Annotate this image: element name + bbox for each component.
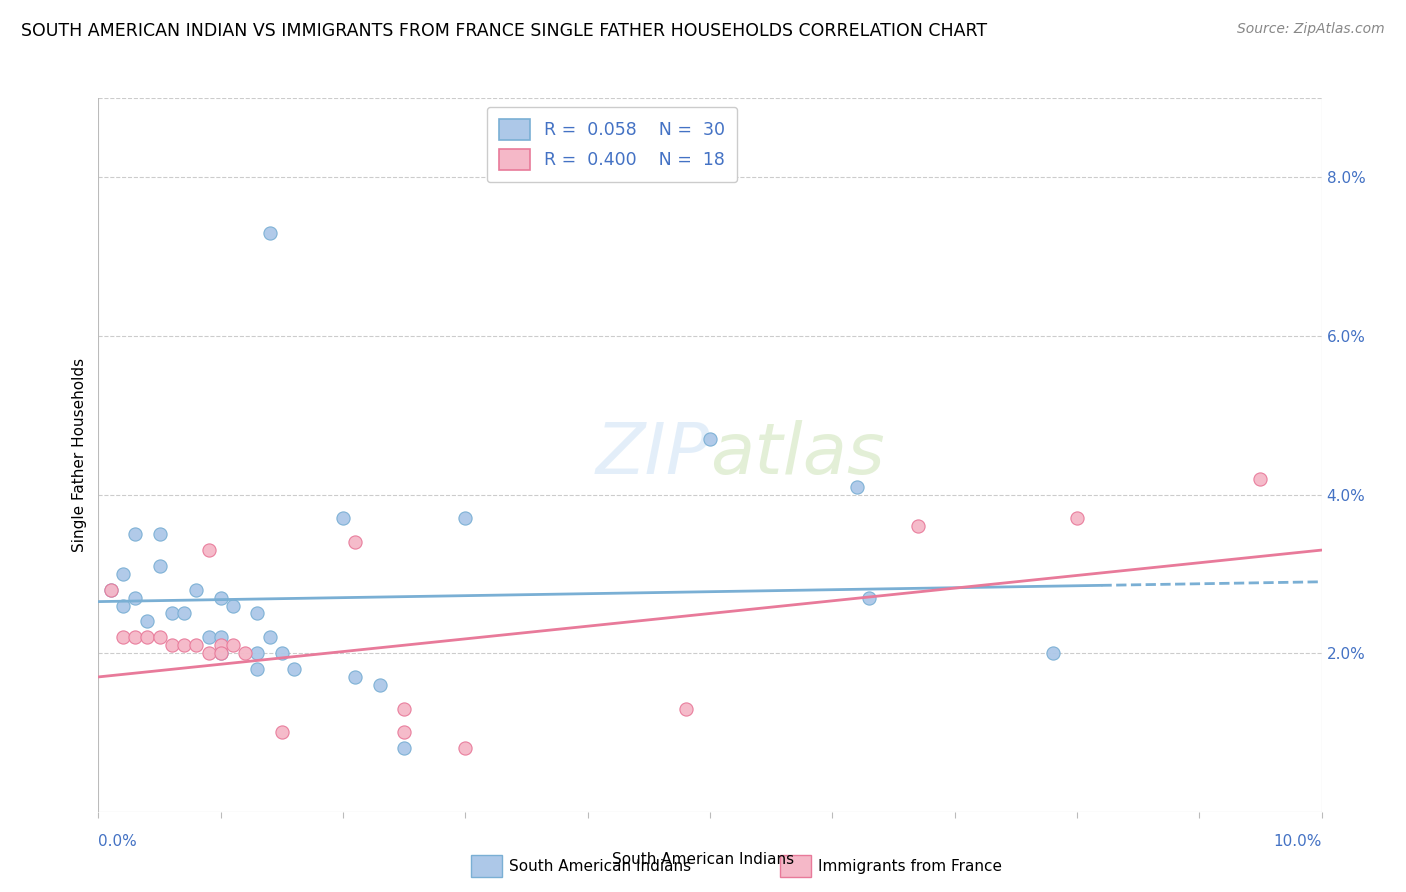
Point [344, 535, 367, 549]
FancyBboxPatch shape [780, 855, 811, 878]
Point [454, 741, 477, 756]
Point [332, 511, 354, 525]
Point [222, 638, 245, 652]
Point [392, 725, 416, 739]
Point [100, 582, 122, 597]
Point [111, 566, 134, 581]
Point [246, 607, 269, 621]
Point [209, 630, 232, 644]
Point [209, 646, 232, 660]
Point [368, 678, 391, 692]
Point [149, 630, 172, 644]
Point [344, 670, 367, 684]
Point [149, 558, 172, 573]
Point [209, 591, 232, 605]
Point [197, 646, 219, 660]
Point [111, 630, 134, 644]
Point [160, 607, 183, 621]
Point [699, 432, 721, 446]
Point [270, 646, 292, 660]
Point [124, 630, 146, 644]
Text: South American Indians: South American Indians [509, 859, 692, 874]
Text: South American Indians: South American Indians [612, 852, 794, 867]
Point [197, 630, 219, 644]
Point [858, 591, 880, 605]
Point [149, 527, 172, 541]
Point [173, 607, 195, 621]
Point [124, 527, 146, 541]
Point [160, 638, 183, 652]
Text: ZIP: ZIP [596, 420, 710, 490]
Point [1249, 472, 1271, 486]
Point [392, 741, 416, 756]
Point [186, 582, 208, 597]
Point [392, 701, 416, 715]
Text: 10.0%: 10.0% [1274, 834, 1322, 849]
Text: Source: ZipAtlas.com: Source: ZipAtlas.com [1237, 22, 1385, 37]
Text: SOUTH AMERICAN INDIAN VS IMMIGRANTS FROM FRANCE SINGLE FATHER HOUSEHOLDS CORRELA: SOUTH AMERICAN INDIAN VS IMMIGRANTS FROM… [21, 22, 987, 40]
Point [124, 591, 146, 605]
Point [186, 638, 208, 652]
Point [209, 638, 232, 652]
Point [259, 630, 281, 644]
Point [259, 226, 281, 240]
Point [222, 599, 245, 613]
Text: Immigrants from France: Immigrants from France [818, 859, 1002, 874]
Point [136, 615, 159, 629]
Point [209, 646, 232, 660]
Point [173, 638, 195, 652]
Point [233, 646, 256, 660]
Point [1042, 646, 1064, 660]
Point [283, 662, 305, 676]
Text: 0.0%: 0.0% [98, 834, 138, 849]
Point [270, 725, 292, 739]
Point [1066, 511, 1088, 525]
FancyBboxPatch shape [471, 855, 502, 878]
Point [197, 543, 219, 558]
Legend: R =  0.058    N =  30, R =  0.400    N =  18: R = 0.058 N = 30, R = 0.400 N = 18 [486, 107, 737, 182]
Point [907, 519, 929, 533]
Point [675, 701, 697, 715]
Text: atlas: atlas [710, 420, 884, 490]
Point [100, 582, 122, 597]
Y-axis label: Single Father Households: Single Father Households [72, 358, 87, 552]
Point [454, 511, 477, 525]
Point [246, 646, 269, 660]
Point [136, 630, 159, 644]
Point [111, 599, 134, 613]
Point [246, 662, 269, 676]
Point [845, 480, 868, 494]
